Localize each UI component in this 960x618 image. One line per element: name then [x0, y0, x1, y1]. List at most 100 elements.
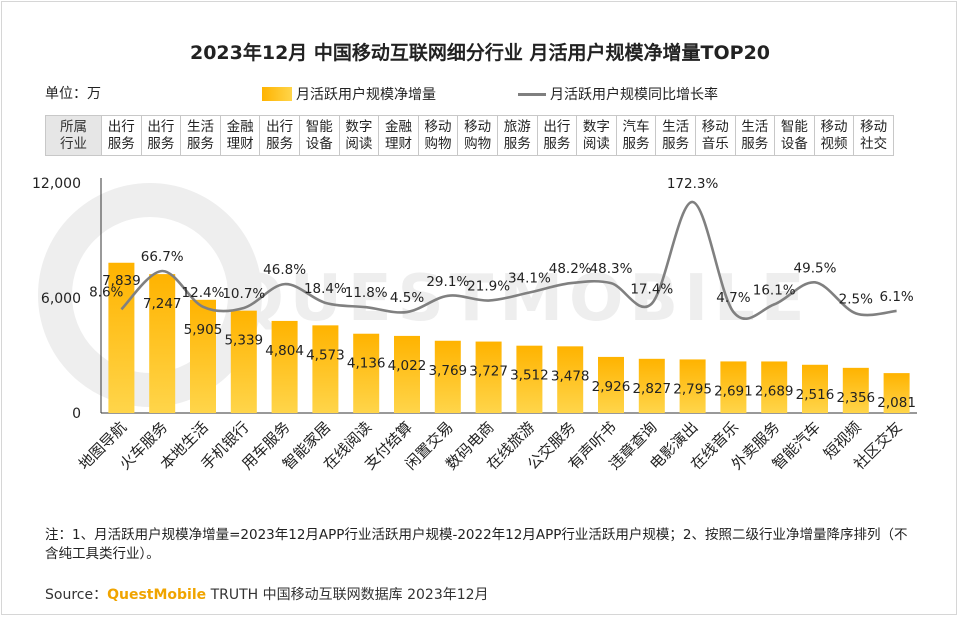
bar-value-label: 4,022 — [388, 358, 427, 374]
bar-value-label: 3,478 — [551, 368, 590, 384]
industry-cell: 智能 设备 — [298, 115, 340, 156]
bar-value-label: 2,926 — [592, 379, 631, 395]
y-tick-label: 6,000 — [41, 291, 81, 307]
bar — [394, 335, 420, 413]
chart-title: 2023年12月 中国移动互联网细分行业 月活用户规模净增量TOP20 — [189, 42, 771, 64]
source-brand: QuestMobile — [107, 587, 207, 603]
bar-value-label: 5,339 — [224, 333, 263, 349]
industry-cell: 移动 社交 — [853, 115, 894, 156]
bar — [149, 274, 176, 413]
industry-cell: 生活 服务 — [180, 115, 221, 156]
line-value-label: 2.5% — [839, 291, 873, 307]
bar-value-label: 3,727 — [469, 364, 508, 380]
line-value-label: 6.1% — [879, 289, 913, 305]
industry-table: 所属 行业 出行 服务 出行 服务 生活 服务 金融 理财 出行 服务 智能 设备 数字 阅读 金融 理财 移动购… — [45, 115, 894, 156]
line-value-label: 12.4% — [182, 285, 225, 301]
line-value-label: 48.2% — [549, 261, 592, 277]
bar-value-label: 4,136 — [347, 356, 386, 372]
bar-value-label: 3,769 — [428, 363, 467, 379]
bar-value-label: 2,691 — [714, 383, 753, 399]
legend-bar: 月活跃用户规模净增量 — [262, 84, 436, 104]
line-value-label: 21.9% — [467, 279, 510, 295]
bar — [598, 356, 624, 413]
bar-value-label: 2,827 — [632, 381, 671, 397]
bar — [516, 345, 543, 413]
legend-line-label: 月活跃用户规模同比增长率 — [550, 87, 718, 103]
industry-cell: 智能 设备 — [774, 115, 815, 156]
bar — [557, 346, 584, 413]
bar-value-label: 7,247 — [143, 296, 182, 312]
line-value-label: 29.1% — [426, 274, 469, 290]
bar-value-label: 5,905 — [184, 322, 223, 338]
bar — [802, 364, 828, 413]
bar — [434, 340, 461, 413]
industry-cell: 金融 理财 — [219, 115, 261, 156]
bar — [761, 361, 788, 413]
line-value-label: 49.5% — [794, 260, 837, 276]
industry-cell: 数字 阅读 — [338, 115, 380, 156]
source-suffix: TRUTH 中国移动互联网数据库 2023年12月 — [206, 587, 489, 603]
bar — [271, 320, 298, 413]
line-value-label: 4.7% — [716, 290, 750, 306]
y-tick-label: 0 — [72, 406, 81, 422]
line-value-label: 66.7% — [141, 249, 184, 265]
bar-value-label: 2,081 — [877, 395, 916, 411]
bar — [108, 262, 135, 413]
bar-value-label: 2,689 — [755, 383, 794, 399]
source-prefix: Source： — [45, 587, 108, 603]
legend-line: 月活跃用户规模同比增长率 — [518, 84, 718, 104]
bar — [679, 359, 706, 413]
industry-row: 所属 行业 出行 服务 出行 服务 生活 服务 金融 理财 出行 服务 智能 设备 数字 阅读 金融 理财 移动购… — [45, 115, 894, 156]
line-value-label: 8.6% — [89, 284, 123, 300]
bar — [312, 325, 339, 413]
industry-cell: 出行 服务 — [101, 115, 142, 156]
bar-value-label: 4,804 — [265, 343, 304, 359]
bar-value-label: 2,516 — [796, 387, 835, 403]
line-value-label: 11.8% — [345, 285, 388, 301]
industry-cell: 金融 理财 — [378, 115, 419, 156]
line-value-label: 46.8% — [263, 262, 306, 278]
watermark-text: QUESTMOBILE — [229, 262, 810, 336]
industry-cell: 移动 购物 — [417, 115, 459, 156]
line-value-label: 16.1% — [753, 282, 796, 298]
industry-cell: 数字 阅读 — [576, 115, 617, 156]
industry-cell: 出行 服务 — [259, 115, 300, 156]
y-tick-label: 12,000 — [32, 176, 81, 192]
bar — [720, 361, 747, 413]
legend-bar-label: 月活跃用户规模净增量 — [296, 87, 436, 103]
bar-value-label: 4,573 — [306, 347, 345, 363]
industry-cell: 出行 服务 — [536, 115, 578, 156]
industry-cell: 旅游 服务 — [496, 115, 538, 156]
bar-value-label: 3,512 — [510, 368, 549, 384]
footnote: 注：1、月活跃用户规模净增量=2023年12月APP行业活跃用户规模-2022年… — [45, 527, 908, 562]
industry-cell: 移动 购物 — [457, 115, 498, 156]
bar-value-label: 7,839 — [102, 273, 141, 289]
bar-value-label: 2,356 — [836, 390, 875, 406]
line-value-label: 172.3% — [667, 176, 719, 192]
industry-cell: 汽车 服务 — [615, 115, 657, 156]
bar — [353, 333, 380, 413]
bar — [190, 299, 216, 413]
line-value-label: 4.5% — [390, 290, 424, 306]
legend-line-swatch — [518, 92, 546, 96]
line-value-label: 17.4% — [630, 282, 673, 298]
bar — [475, 341, 502, 413]
industry-cell: 移动 视频 — [813, 115, 855, 156]
legend-bar-swatch — [262, 87, 292, 101]
bar-value-label: 2,795 — [673, 381, 712, 397]
line-value-label: 10.7% — [222, 286, 265, 302]
industry-cell: 移动 音乐 — [694, 115, 736, 156]
industry-header: 所属 行业 — [45, 115, 102, 156]
bar — [638, 358, 665, 413]
bar — [230, 310, 257, 413]
unit-label: 单位：万 — [45, 86, 101, 102]
bar — [883, 373, 910, 413]
line-value-label: 34.1% — [508, 271, 551, 287]
bar — [842, 367, 869, 413]
source-line: Source：QuestMobile TRUTH 中国移动互联网数据库 2023… — [45, 584, 489, 604]
industry-cell: 生活 服务 — [734, 115, 776, 156]
growth-rate-line — [120, 200, 897, 320]
line-value-label: 18.4% — [304, 281, 347, 297]
